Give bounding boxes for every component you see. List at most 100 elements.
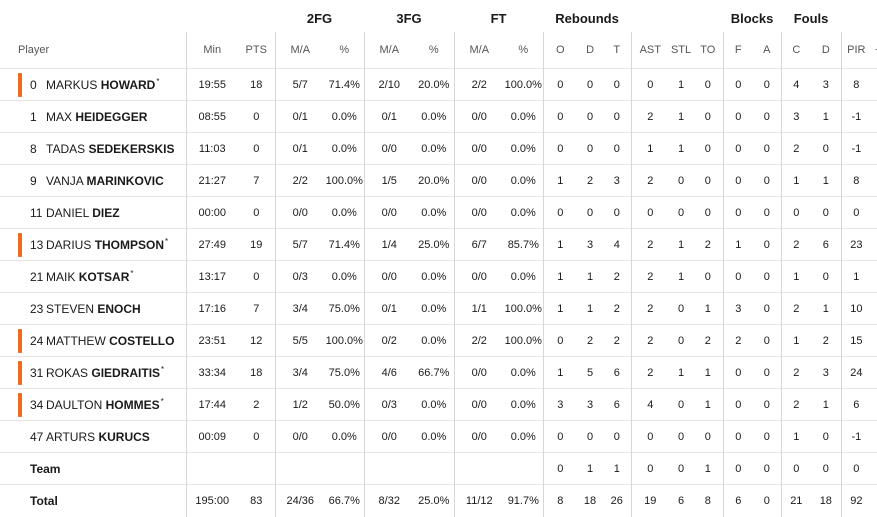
player-first-name[interactable]: STEVEN: [46, 302, 95, 316]
col-reb-t[interactable]: T: [613, 44, 621, 56]
stat-2fg-pct: 71.4%: [328, 78, 360, 91]
player-first-name[interactable]: VANJA: [46, 174, 84, 188]
table-row[interactable]: 8 TADAS SEDEKERSKIS 11:03 0 0/1 0.0% 0/0 0.0% 0/…: [0, 132, 877, 165]
player-cell[interactable]: 1 MAX HEIDEGGER: [0, 101, 186, 133]
player-first-name[interactable]: DAULTON: [46, 398, 103, 412]
col-stl[interactable]: STL: [670, 44, 692, 56]
spacer-cell: [871, 133, 877, 165]
player-first-name[interactable]: MATTHEW: [46, 334, 106, 348]
player-first-name[interactable]: MAIK: [46, 270, 76, 284]
table-row[interactable]: 0 MARKUS HOWARD* 19:55 18 5/7 71.4% 2/10 20.0% 2…: [0, 68, 877, 101]
stat-ft-ma-empty: [453, 452, 505, 485]
table-row[interactable]: 31 ROKAS GIEDRAITIS* 33:34 18 3/4 75.0% 4/6 66.…: [0, 356, 877, 389]
col-2fg-pct[interactable]: %: [339, 44, 350, 56]
col-to[interactable]: TO: [700, 44, 716, 56]
col-player[interactable]: Player: [18, 44, 50, 56]
col-3fg-pct[interactable]: %: [428, 44, 439, 56]
player-first-name[interactable]: ARTURS: [46, 430, 96, 444]
table-row[interactable]: 23 STEVEN ENOCH 17:16 7 3/4 75.0% 0/1 0.0% 1/1 10…: [0, 292, 877, 325]
player-first-name[interactable]: ROKAS: [46, 366, 89, 380]
stat-min: 00:09: [185, 420, 238, 453]
table-row[interactable]: 34 DAULTON HOMMES* 17:44 2 1/2 50.0% 0/3 0.0% 0/…: [0, 388, 877, 421]
col-blk-a[interactable]: A: [763, 44, 771, 56]
stat-min: 27:49: [185, 228, 238, 261]
stat-3fg-ma: 0/1: [363, 292, 415, 325]
player-first-name[interactable]: MARKUS: [46, 78, 98, 92]
player-cell[interactable]: 23 STEVEN ENOCH: [0, 293, 186, 325]
table-row[interactable]: 24 MATTHEW COSTELLO 23:51 12 5/5 100.0% 0/2 0.0…: [0, 324, 877, 357]
player-first-name[interactable]: TADAS: [46, 142, 86, 156]
stat-stl: 0: [677, 302, 685, 315]
total-label: Total: [30, 493, 58, 508]
table-row[interactable]: 21 MAIK KOTSAR* 13:17 0 0/3 0.0% 0/0 0.0% 0/0 0.0…: [0, 260, 877, 293]
player-cell[interactable]: 9 VANJA MARINKOVIC: [0, 165, 186, 197]
col-more[interactable]: +: [871, 32, 877, 69]
player-cell[interactable]: 31 ROKAS GIEDRAITIS*: [0, 357, 186, 389]
stat-blk-a: 0: [763, 270, 770, 283]
col-pts[interactable]: PTS: [245, 44, 267, 56]
stat-ft-pct: 91.7%: [507, 494, 539, 507]
player-last-name[interactable]: HOMMES: [105, 398, 160, 412]
player-last-name[interactable]: HEIDEGGER: [75, 110, 148, 124]
player-last-name[interactable]: DIEZ: [92, 206, 120, 220]
player-cell[interactable]: 21 MAIK KOTSAR*: [0, 261, 186, 293]
col-ft-ma[interactable]: M/A: [453, 32, 505, 69]
stat-stl: 0: [677, 462, 685, 475]
player-last-name[interactable]: KURUCS: [98, 430, 150, 444]
col-blk-f[interactable]: F: [722, 32, 754, 69]
spacer-cell: [871, 165, 877, 197]
stat-pts: 18: [250, 78, 263, 91]
player-last-name[interactable]: ENOCH: [97, 302, 141, 316]
player-number: 47: [30, 430, 44, 444]
player-last-name[interactable]: SEDEKERSKIS: [88, 142, 175, 156]
player-last-name[interactable]: GIEDRAITIS: [91, 366, 161, 380]
stat-reb-d: 2: [586, 334, 594, 347]
player-cell[interactable]: 34 DAULTON HOMMES*: [0, 389, 186, 421]
player-last-name[interactable]: KOTSAR: [78, 270, 130, 284]
starter-star: *: [161, 365, 165, 374]
player-first-name[interactable]: DANIEL: [46, 206, 89, 220]
player-last-name[interactable]: THOMPSON: [94, 238, 165, 252]
col-3fg-ma[interactable]: M/A: [363, 32, 415, 69]
stat-reb-d: 0: [586, 110, 594, 123]
player-last-name[interactable]: HOWARD: [100, 78, 156, 92]
stat-3fg-ma: 0/1: [363, 100, 415, 133]
player-cell[interactable]: 13 DARIUS THOMPSON*: [0, 229, 186, 261]
col-pir[interactable]: PIR: [840, 32, 872, 69]
col-reb-d[interactable]: D: [586, 44, 595, 56]
table-row[interactable]: 1 MAX HEIDEGGER 08:55 0 0/1 0.0% 0/1 0.0% 0/0 0.0…: [0, 100, 877, 133]
player-cell[interactable]: 11 DANIEL DIEZ: [0, 197, 186, 229]
table-row[interactable]: 11 DANIEL DIEZ 00:00 0 0/0 0.0% 0/0 0.0% 0/0 0.0%…: [0, 196, 877, 229]
stat-reb-d: 1: [586, 270, 594, 283]
player-cell[interactable]: 24 MATTHEW COSTELLO: [0, 325, 186, 357]
stat-foul-d: 1: [822, 302, 829, 315]
col-min[interactable]: Min: [185, 32, 238, 69]
table-row[interactable]: 13 DARIUS THOMPSON* 27:49 19 5/7 71.4% 1/4 25.0…: [0, 228, 877, 261]
col-ft-pct[interactable]: %: [518, 44, 529, 56]
col-2fg-ma[interactable]: M/A: [274, 32, 325, 69]
stat-stl: 0: [677, 430, 685, 443]
stat-ast: 1: [630, 132, 670, 165]
stat-ft-ma: 6/7: [453, 228, 505, 261]
stat-reb-o: 1: [542, 260, 578, 293]
col-ast[interactable]: AST: [630, 32, 670, 69]
player-last-name[interactable]: COSTELLO: [109, 334, 175, 348]
player-cell[interactable]: 0 MARKUS HOWARD*: [0, 69, 186, 101]
player-cell[interactable]: 8 TADAS SEDEKERSKIS: [0, 133, 186, 165]
player-last-name[interactable]: MARINKOVIC: [86, 174, 164, 188]
table-row[interactable]: 9 VANJA MARINKOVIC 21:27 7 2/2 100.0% 1/5 20.0%…: [0, 164, 877, 197]
spacer-cell: [871, 389, 877, 421]
col-reb-o[interactable]: O: [542, 32, 578, 69]
stat-foul-d: 3: [822, 366, 829, 379]
stat-reb-t: 2: [613, 302, 620, 315]
table-row[interactable]: 47 ARTURS KURUCS 00:09 0 0/0 0.0% 0/0 0.0% 0/0 0.…: [0, 420, 877, 453]
col-foul-c[interactable]: C: [780, 32, 812, 69]
col-foul-d[interactable]: D: [821, 44, 830, 56]
stat-ft-ma: 11/12: [453, 484, 505, 517]
stat-3fg-ma: 2/10: [363, 68, 415, 101]
stat-ast: 0: [630, 420, 670, 453]
player-first-name[interactable]: DARIUS: [46, 238, 92, 252]
player-first-name[interactable]: MAX: [46, 110, 73, 124]
stat-pir: 15: [840, 324, 872, 357]
player-cell[interactable]: 47 ARTURS KURUCS: [0, 421, 186, 453]
